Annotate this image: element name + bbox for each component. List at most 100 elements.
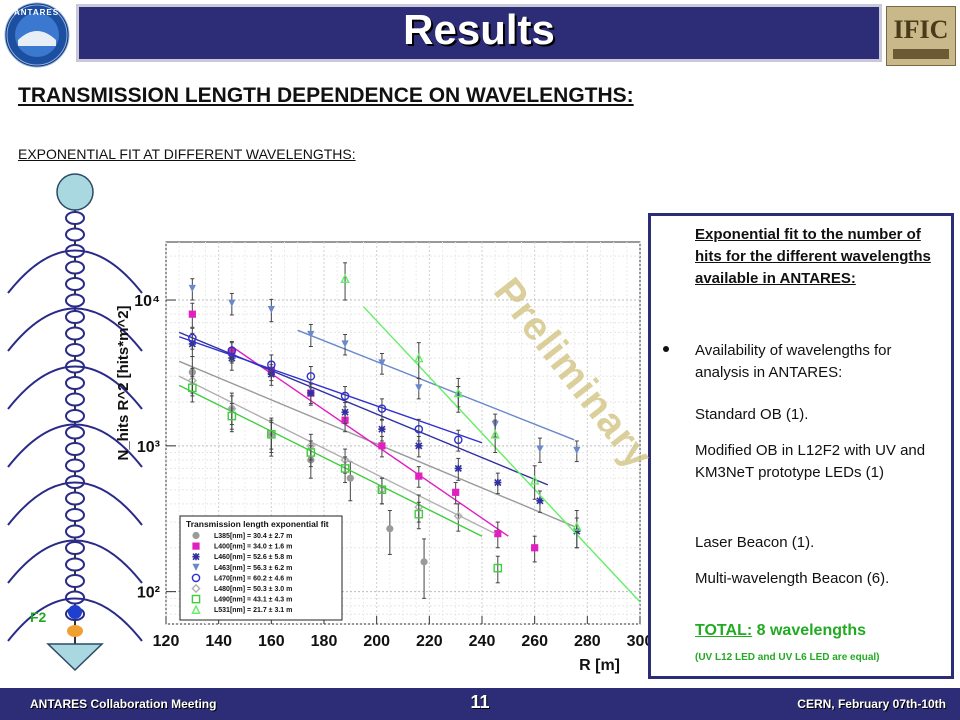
- data-point: [453, 435, 463, 445]
- info-item-multi-beacon: Multi-wavelength Beacon (6).: [695, 570, 890, 587]
- data-point: [415, 384, 423, 392]
- x-tick-label: 260: [521, 633, 548, 650]
- x-tick-label: 300: [627, 633, 648, 650]
- data-point: [415, 442, 423, 450]
- x-tick-label: 280: [574, 633, 601, 650]
- info-total-label: TOTAL:: [695, 622, 753, 639]
- legend-box: [179, 515, 343, 621]
- f2-module: [68, 605, 82, 619]
- legend-entry: L480[nm] = 50.3 ± 3.0 m: [214, 586, 292, 593]
- data-point: [378, 425, 386, 433]
- storey-module: [65, 574, 85, 588]
- data-point: [341, 340, 349, 348]
- info-item-standard-ob: Standard OB (1).: [695, 406, 809, 423]
- data-point: [573, 446, 581, 455]
- x-axis-label: R [m]: [579, 657, 620, 674]
- data-point: [192, 531, 200, 540]
- x-tick-label: 220: [416, 633, 443, 650]
- x-tick-label: 200: [363, 633, 390, 650]
- data-point: [414, 509, 424, 519]
- data-point: [188, 383, 197, 393]
- section-heading: TRANSMISSION LENGTH DEPENDENCE ON WAVELE…: [18, 84, 634, 107]
- data-point: [191, 573, 201, 583]
- y-tick-label: 10⁴: [134, 293, 160, 310]
- legend-entry: L400[nm] = 34.0 ± 1.6 m: [214, 544, 292, 551]
- field-of-view-arc: [7, 249, 143, 294]
- page-title: Results: [403, 6, 555, 53]
- x-tick-label: 160: [258, 633, 285, 650]
- data-point: [414, 424, 424, 434]
- data-point: [386, 525, 394, 533]
- info-box: Exponential fit to the number of hits fo…: [648, 213, 954, 679]
- field-of-view-arc: [7, 423, 143, 468]
- storey-module: [65, 425, 85, 440]
- storey-module: [65, 310, 85, 324]
- info-note: (UV L12 LED and UV L6 LED are equal): [695, 652, 880, 663]
- x-tick-label: 180: [311, 633, 338, 650]
- storey-module: [65, 524, 85, 539]
- legend-entry: L463[nm] = 56.3 ± 6.2 m: [214, 565, 292, 572]
- detector-line-illustration: [7, 173, 143, 672]
- info-item-laser-beacon: Laser Beacon (1).: [695, 534, 815, 551]
- data-point: [192, 542, 200, 550]
- data-point: [306, 448, 316, 457]
- antares-logo-text: ANTARES: [14, 8, 60, 17]
- legend-entry: L460[nm] = 52.6 ± 5.8 m: [214, 554, 292, 561]
- page-number: 11: [470, 692, 490, 712]
- field-of-view-arc: [7, 481, 143, 526]
- legend-entry: L385[nm] = 30.4 ± 2.7 m: [214, 533, 292, 540]
- fit-line: [178, 336, 483, 444]
- data-point: [340, 464, 350, 473]
- fit-line: [231, 345, 509, 537]
- data-point: [378, 442, 386, 450]
- data-point: [227, 411, 237, 421]
- antares-logo: ANTARES: [4, 2, 70, 68]
- fit-line: [178, 384, 483, 537]
- data-point: [529, 475, 540, 485]
- info-title: Exponential fit to the number of hits fo…: [695, 226, 931, 287]
- footer-left: ANTARES Collaboration Meeting: [30, 697, 217, 711]
- info-total-value: 8 wavelengths: [756, 622, 866, 639]
- data-point: [494, 530, 502, 538]
- data-point: [454, 464, 462, 473]
- storey-module: [65, 211, 85, 225]
- title-bar: [76, 4, 882, 62]
- legend-title: Transmission length exponential fit: [186, 519, 329, 529]
- data-point: [536, 445, 544, 453]
- y-axis-label: N_hits R^2 [hits*m^2]: [115, 305, 132, 460]
- series-8: [340, 262, 641, 603]
- data-point: [192, 553, 200, 561]
- legend-entry: L490[nm] = 43.1 ± 4.3 m: [214, 597, 292, 604]
- x-tick-label: 140: [205, 633, 232, 650]
- fit-line: [362, 306, 641, 603]
- data-point: [377, 485, 387, 495]
- data-point: [188, 333, 197, 343]
- buoy-float: [56, 173, 94, 211]
- floor-label: F2: [30, 609, 47, 625]
- data-point: [192, 563, 200, 571]
- storey-module: [65, 293, 85, 308]
- ific-logo: IFIC: [886, 6, 956, 66]
- data-point: [307, 330, 315, 339]
- storey-module: [65, 541, 85, 555]
- storey-module: [65, 409, 85, 423]
- info-total: TOTAL: 8 wavelengths: [695, 622, 866, 640]
- data-point: [531, 544, 539, 552]
- data-point: [191, 604, 201, 614]
- x-tick-label: 120: [153, 633, 180, 650]
- data-point: [267, 360, 276, 370]
- data-point: [572, 521, 582, 531]
- footer-bar: [0, 688, 960, 720]
- ific-logo-text: IFIC: [893, 15, 949, 44]
- data-point: [453, 387, 464, 398]
- legend: Transmission length exponential fit L385[…: [179, 515, 343, 621]
- storey-module: [65, 376, 85, 390]
- fit-line: [297, 329, 575, 441]
- info-bullet: Availability of wavelengths for analysis…: [695, 342, 892, 381]
- data-point: [306, 371, 316, 381]
- field-of-view-arc: [7, 539, 143, 584]
- anchor-base: [46, 643, 104, 672]
- y-tick-label: 10³: [137, 439, 160, 456]
- series-5: [178, 327, 483, 452]
- data-point: [452, 488, 460, 496]
